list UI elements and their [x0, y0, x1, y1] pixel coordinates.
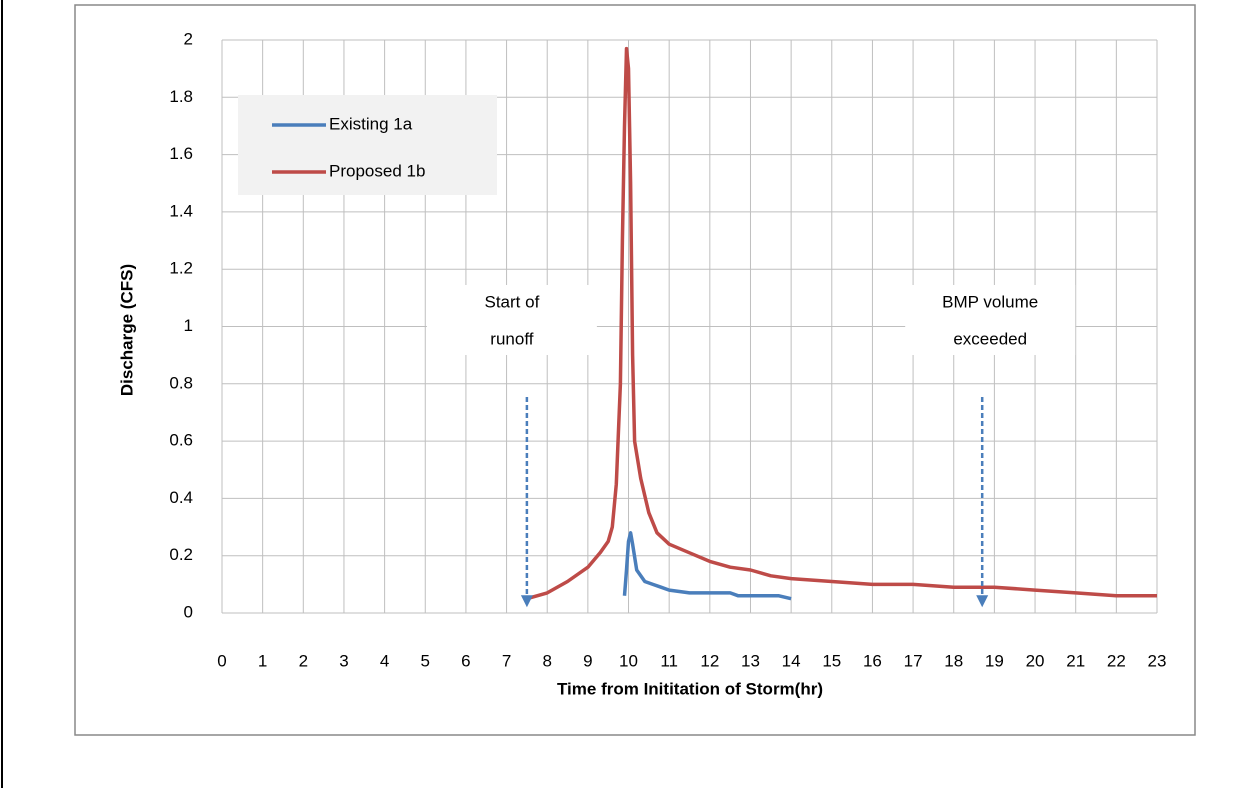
x-tick-label: 17 — [904, 651, 923, 670]
x-tick-label: 10 — [619, 651, 638, 670]
y-axis-label: Discharge (CFS) — [117, 264, 136, 396]
y-tick-label: 0.8 — [169, 373, 193, 392]
x-tick-label: 19 — [985, 651, 1004, 670]
x-tick-label: 1 — [258, 651, 267, 670]
annotation-text: runoff — [490, 329, 533, 348]
annotation-text: Start of — [484, 292, 539, 311]
x-tick-label: 13 — [741, 651, 760, 670]
x-tick-label: 21 — [1066, 651, 1085, 670]
x-tick-label: 12 — [700, 651, 719, 670]
arrow-head — [976, 595, 989, 608]
x-tick-label: 16 — [863, 651, 882, 670]
x-tick-label: 4 — [380, 651, 389, 670]
x-tick-label: 18 — [944, 651, 963, 670]
series-line — [622, 531, 792, 601]
x-tick-label: 9 — [583, 651, 592, 670]
x-tick-label: 14 — [782, 651, 801, 670]
y-tick-label: 0.2 — [169, 545, 193, 564]
series-line — [526, 46, 1157, 601]
annotation-box — [426, 285, 597, 355]
y-tick-label: 0.6 — [169, 431, 193, 450]
y-tick-label: 1.4 — [169, 201, 193, 220]
x-tick-label: 0 — [217, 651, 226, 670]
x-tick-label: 7 — [502, 651, 511, 670]
x-tick-label: 15 — [822, 651, 841, 670]
x-tick-label: 8 — [542, 651, 551, 670]
legend-box — [238, 95, 497, 195]
x-tick-label: 3 — [339, 651, 348, 670]
x-tick-label: 11 — [660, 651, 678, 670]
annotation-box — [905, 285, 1076, 355]
legend-label: Proposed 1b — [329, 161, 425, 180]
y-tick-label: 1.2 — [169, 259, 193, 278]
y-tick-label: 0.4 — [169, 488, 193, 507]
y-tick-label: 1 — [184, 316, 193, 335]
arrow-head — [520, 595, 533, 608]
y-tick-label: 1.8 — [169, 87, 193, 106]
x-tick-label: 5 — [421, 651, 430, 670]
y-tick-label: 2 — [184, 29, 193, 48]
y-tick-label: 0 — [184, 602, 193, 621]
annotation-text: BMP volume — [942, 292, 1038, 311]
x-tick-label: 22 — [1107, 651, 1126, 670]
x-tick-label: 23 — [1148, 651, 1167, 670]
x-axis-label: Time from Inititation of Storm(hr) — [557, 679, 823, 698]
legend-label: Existing 1a — [329, 114, 413, 133]
annotation-text: exceeded — [953, 329, 1027, 348]
x-tick-label: 6 — [461, 651, 470, 670]
y-tick-label: 1.6 — [169, 144, 193, 163]
plot — [526, 46, 1157, 601]
x-tick-label: 20 — [1026, 651, 1045, 670]
x-tick-label: 2 — [299, 651, 308, 670]
